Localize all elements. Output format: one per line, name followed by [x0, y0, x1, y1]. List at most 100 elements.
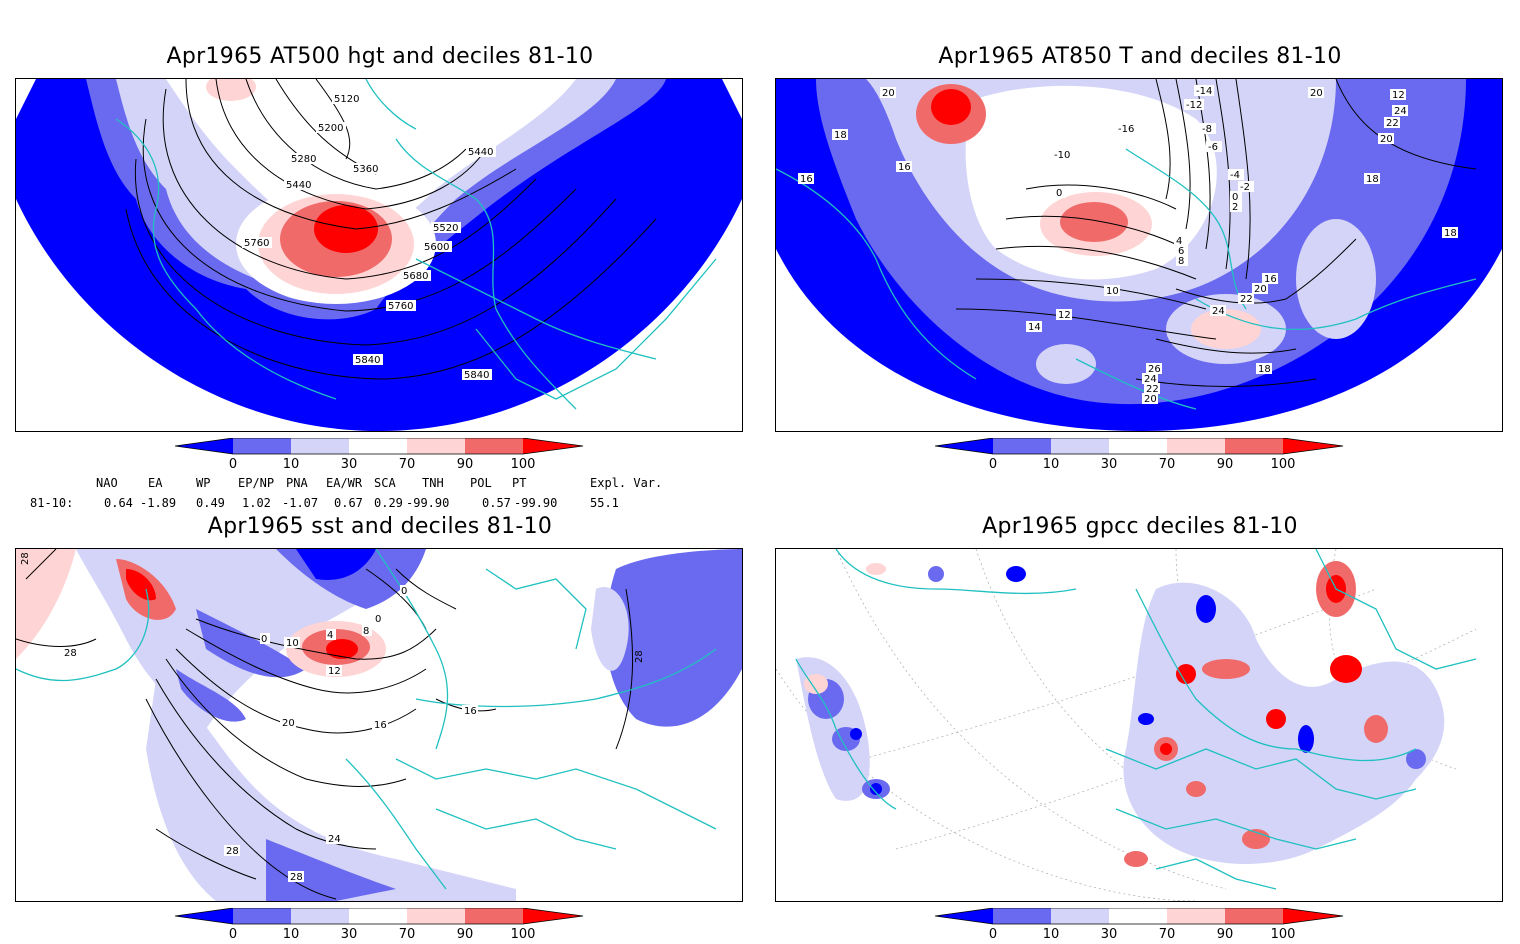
svg-text:20: 20 [1144, 394, 1157, 405]
cbar-seg-3 [349, 908, 407, 924]
svg-text:24: 24 [1212, 306, 1225, 317]
cbar-seg-2 [291, 438, 349, 454]
svg-text:22: 22 [1146, 384, 1159, 395]
cbar-seg-0 [935, 908, 993, 924]
svg-text:5760: 5760 [388, 301, 413, 312]
svg-text:5200: 5200 [318, 123, 343, 134]
value-cell: -1.07 [282, 496, 319, 510]
cbar-tick: 70 [399, 457, 416, 472]
svg-text:-16: -16 [1118, 124, 1134, 135]
svg-text:-12: -12 [1186, 100, 1202, 111]
cbar-tick: 100 [1271, 457, 1296, 472]
svg-text:16: 16 [800, 174, 813, 185]
svg-text:20: 20 [882, 88, 895, 99]
svg-text:28: 28 [226, 846, 239, 857]
value-cell: 0.64 [104, 496, 133, 510]
cbar-seg-5 [465, 908, 523, 924]
contour-labels: 28 28 0 0 10 4 8 0 12 16 20 16 24 28 28 … [20, 552, 645, 883]
svg-text:-6: -6 [1208, 142, 1218, 153]
cbar-tick: 100 [511, 927, 536, 940]
decile-fill [776, 79, 1502, 431]
coastlines [115, 79, 717, 410]
cbar-tick: 70 [399, 927, 416, 940]
colorbar-top-left: 0 10 30 70 90 100 [174, 437, 595, 478]
cbar-tick: 90 [457, 457, 474, 472]
header-cell: Expl. Var. [590, 476, 663, 490]
header-cell: NAO [96, 476, 118, 490]
cbar-seg-0 [175, 908, 233, 924]
header-cell: EP/NP [238, 476, 275, 490]
cbar-seg-4 [407, 438, 465, 454]
cbar-seg-1 [993, 908, 1051, 924]
header-cell: PT [512, 476, 527, 490]
colorbar-bottom-left: 0 10 30 70 90 100 [174, 907, 595, 942]
map-panel-at500: 5120 5200 5280 5360 5440 5440 5520 5600 … [15, 78, 743, 432]
cbar-seg-4 [407, 908, 465, 924]
svg-text:5120: 5120 [334, 94, 359, 105]
cbar-tick: 30 [1101, 927, 1118, 940]
panel-title-sst: Apr1965 sst and deciles 81-10 [207, 514, 553, 539]
svg-text:16: 16 [898, 162, 911, 173]
svg-text:0: 0 [375, 614, 381, 625]
svg-text:26: 26 [1148, 364, 1161, 375]
value-cell: 55.1 [590, 496, 619, 510]
cbar-tick: 30 [1101, 457, 1118, 472]
cbar-seg-4 [1167, 908, 1225, 924]
contour-lines [125, 79, 657, 380]
svg-text:14: 14 [1028, 322, 1041, 333]
value-cell: 0.57 [482, 496, 511, 510]
cbar-seg-1 [993, 438, 1051, 454]
map-panel-gpcc [775, 548, 1503, 902]
coastlines [795, 549, 1477, 890]
svg-text:5520: 5520 [433, 223, 458, 234]
value-cell: 0.49 [196, 496, 225, 510]
svg-text:20: 20 [1310, 88, 1323, 99]
value-cell: -1.89 [140, 496, 177, 510]
svg-text:28: 28 [634, 650, 645, 663]
cbar-tick: 10 [1043, 927, 1060, 940]
svg-text:-2: -2 [1240, 182, 1250, 193]
cbar-tick: 10 [1043, 457, 1060, 472]
cbar-seg-0 [175, 438, 233, 454]
header-cell: EA/WR [326, 476, 363, 490]
cbar-tick: 90 [1217, 457, 1234, 472]
svg-text:24: 24 [1394, 106, 1407, 117]
header-cell: PNA [286, 476, 308, 490]
value-cell: 0.29 [374, 496, 403, 510]
colorbar-svg: 0 10 30 70 90 100 [934, 907, 1344, 942]
svg-text:0: 0 [261, 634, 267, 645]
contour-labels: 20 18 16 16 -14 -12 -16 -8 -6 -10 0 -4 -… [798, 85, 1458, 405]
svg-text:4: 4 [327, 630, 333, 641]
svg-text:5840: 5840 [355, 355, 380, 366]
svg-text:5840: 5840 [464, 370, 489, 381]
svg-text:5440: 5440 [468, 147, 493, 158]
svg-text:20: 20 [1380, 134, 1393, 145]
value-cell: -99.90 [514, 496, 558, 510]
svg-text:10: 10 [1106, 286, 1119, 297]
svg-text:16: 16 [374, 720, 387, 731]
cbar-seg-5 [1225, 438, 1283, 454]
svg-text:24: 24 [328, 834, 341, 845]
svg-text:5280: 5280 [291, 154, 316, 165]
cbar-seg-1 [233, 438, 291, 454]
svg-text:18: 18 [1258, 364, 1271, 375]
svg-text:0: 0 [1232, 192, 1238, 203]
svg-text:8: 8 [1178, 256, 1184, 267]
svg-text:12: 12 [1058, 310, 1071, 321]
coastlines [776, 148, 1477, 410]
header-cell: TNH [422, 476, 444, 490]
cbar-seg-6 [523, 438, 583, 454]
svg-text:20: 20 [282, 718, 295, 729]
svg-text:6: 6 [1178, 246, 1184, 257]
cbar-seg-5 [1225, 908, 1283, 924]
contour-labels: 5120 5200 5280 5360 5440 5440 5520 5600 … [242, 93, 496, 381]
value-cell: 1.02 [242, 496, 271, 510]
svg-text:5760: 5760 [244, 238, 269, 249]
cbar-tick: 30 [341, 927, 358, 940]
map-panel-sst: 28 28 0 0 10 4 8 0 12 16 20 16 24 28 28 … [15, 548, 743, 902]
cbar-tick: 70 [1159, 927, 1176, 940]
cbar-tick: 90 [457, 927, 474, 940]
cbar-seg-2 [291, 908, 349, 924]
svg-text:-4: -4 [1230, 170, 1240, 181]
svg-text:4: 4 [1176, 236, 1182, 247]
